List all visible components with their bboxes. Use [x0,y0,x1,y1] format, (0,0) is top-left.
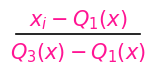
Text: $Q_3(x) - Q_1(x)$: $Q_3(x) - Q_1(x)$ [10,41,146,65]
Text: $x_i - Q_1(x)$: $x_i - Q_1(x)$ [29,8,127,32]
